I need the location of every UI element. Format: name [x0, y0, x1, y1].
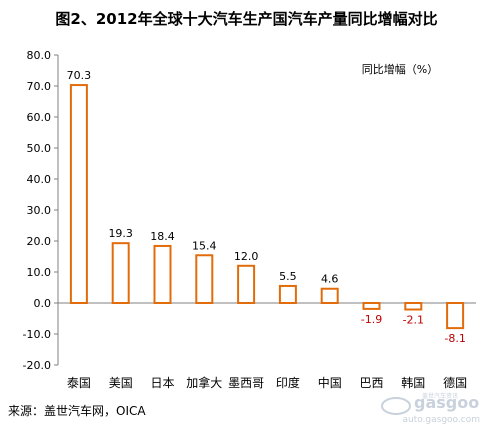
data-label: 5.5 — [279, 270, 297, 283]
bar — [153, 244, 172, 305]
x-tick-label: 墨西哥 — [228, 376, 264, 390]
y-tick-label: -20.0 — [23, 359, 51, 372]
chart-labels: 泰国 70.3 美国 19.3 日本 18.4 加拿大 15.4 墨西哥 12.0 印度 5.5 中国 4… — [67, 69, 467, 390]
unit-label: 同比增幅（%） — [362, 62, 438, 76]
watermark-brand: gasgoo — [414, 393, 479, 412]
x-tick-label: 日本 — [150, 376, 174, 390]
x-tick-label: 印度 — [276, 375, 300, 390]
y-tick-label: 60.0 — [27, 111, 52, 124]
chart-axes: 80.0 70.0 60.0 50.0 40.0 30.0 20.0 10.0 0.0 -10.0… — [23, 49, 476, 372]
y-tick-label: 20.0 — [27, 235, 52, 248]
y-tick-label: 70.0 — [27, 80, 52, 93]
bar — [69, 84, 88, 304]
y-tick-label: -10.0 — [23, 328, 51, 341]
gasgoo-watermark: gasgoo 盖世汽车资讯 auto.gasgoo.com — [381, 392, 480, 425]
data-label: -8.1 — [444, 332, 465, 345]
chart-title: 图2、2012年全球十大汽车生产国汽车产量同比增幅对比 — [55, 10, 438, 28]
data-label: 18.4 — [150, 230, 175, 243]
bar — [404, 302, 423, 311]
x-tick-label: 泰国 — [67, 376, 91, 390]
x-tick-label: 加拿大 — [186, 375, 222, 390]
y-tick-label: 40.0 — [27, 173, 52, 186]
data-label: -2.1 — [403, 314, 424, 327]
bar — [195, 254, 214, 304]
x-tick-label: 韩国 — [401, 375, 425, 390]
bar — [111, 242, 130, 304]
bar — [446, 302, 465, 330]
y-tick-label: 0.0 — [34, 297, 52, 310]
data-label: 70.3 — [67, 69, 92, 82]
y-tick-label: 10.0 — [27, 266, 52, 279]
x-tick-label: 德国 — [443, 375, 467, 390]
data-label: -1.9 — [361, 313, 382, 326]
data-label: 12.0 — [234, 250, 259, 263]
x-tick-label: 美国 — [109, 376, 133, 390]
data-label: 4.6 — [321, 273, 339, 286]
bar — [278, 284, 297, 305]
y-tick-label: 30.0 — [27, 204, 52, 217]
bar — [237, 264, 256, 304]
x-tick-label: 中国 — [318, 375, 342, 390]
bar — [320, 287, 339, 304]
x-tick-label: 巴西 — [359, 376, 383, 390]
source-note: 来源：盖世汽车网，OICA — [8, 404, 146, 418]
bar — [362, 302, 381, 310]
y-tick-label: 50.0 — [27, 142, 52, 155]
data-label: 19.3 — [108, 227, 133, 240]
chart-bars — [69, 84, 465, 330]
watermark-tagline: 盖世汽车资讯 — [422, 392, 458, 400]
y-tick-label: 80.0 — [27, 49, 52, 62]
watermark-url: auto.gasgoo.com — [402, 415, 480, 425]
data-label: 15.4 — [192, 239, 217, 252]
